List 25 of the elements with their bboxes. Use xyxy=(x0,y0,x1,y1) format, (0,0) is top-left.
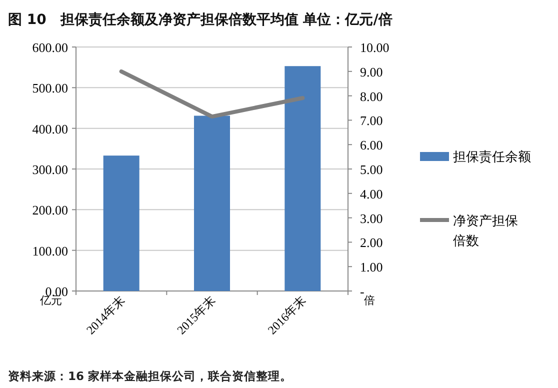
y-tick-label: 600.00 xyxy=(32,40,68,55)
y2-tick-label: 8.00 xyxy=(360,88,383,104)
bar xyxy=(194,116,230,291)
y-tick-label: 200.00 xyxy=(32,202,68,218)
y2-tick-label: 2.00 xyxy=(360,235,383,250)
y2-tick-label: 3.00 xyxy=(360,210,383,226)
y-tick-label: 400.00 xyxy=(32,121,68,136)
y2-tick-label: 4.00 xyxy=(360,186,383,202)
y2-tick-label: 9.00 xyxy=(360,64,383,80)
y2-tick-label: 5.00 xyxy=(360,162,383,177)
chart-title: 图 10 担保责任余额及净资产担保倍数平均值 单位：亿元/倍 xyxy=(8,11,392,28)
y-tick-label: 100.00 xyxy=(32,243,68,258)
legend-label: 净资产担保倍数 xyxy=(453,214,518,249)
y-tick-label: 500.00 xyxy=(32,80,68,96)
legend-label: 担保责任余额 xyxy=(453,150,531,165)
y2-tick-label: 1.00 xyxy=(360,260,383,275)
y-tick-label: 300.00 xyxy=(32,162,68,177)
y2-axis-title: 倍 xyxy=(364,294,375,307)
y2-tick-label: 10.00 xyxy=(360,40,390,55)
y2-tick-label: 7.00 xyxy=(360,113,383,128)
bar xyxy=(284,66,321,291)
bar xyxy=(103,156,140,291)
text: 资料来源：16 家样本金融担保公司，联合资信整理。 xyxy=(8,369,292,383)
y2-tick-label: - xyxy=(360,284,364,299)
y2-tick-label: 6.00 xyxy=(360,138,383,153)
